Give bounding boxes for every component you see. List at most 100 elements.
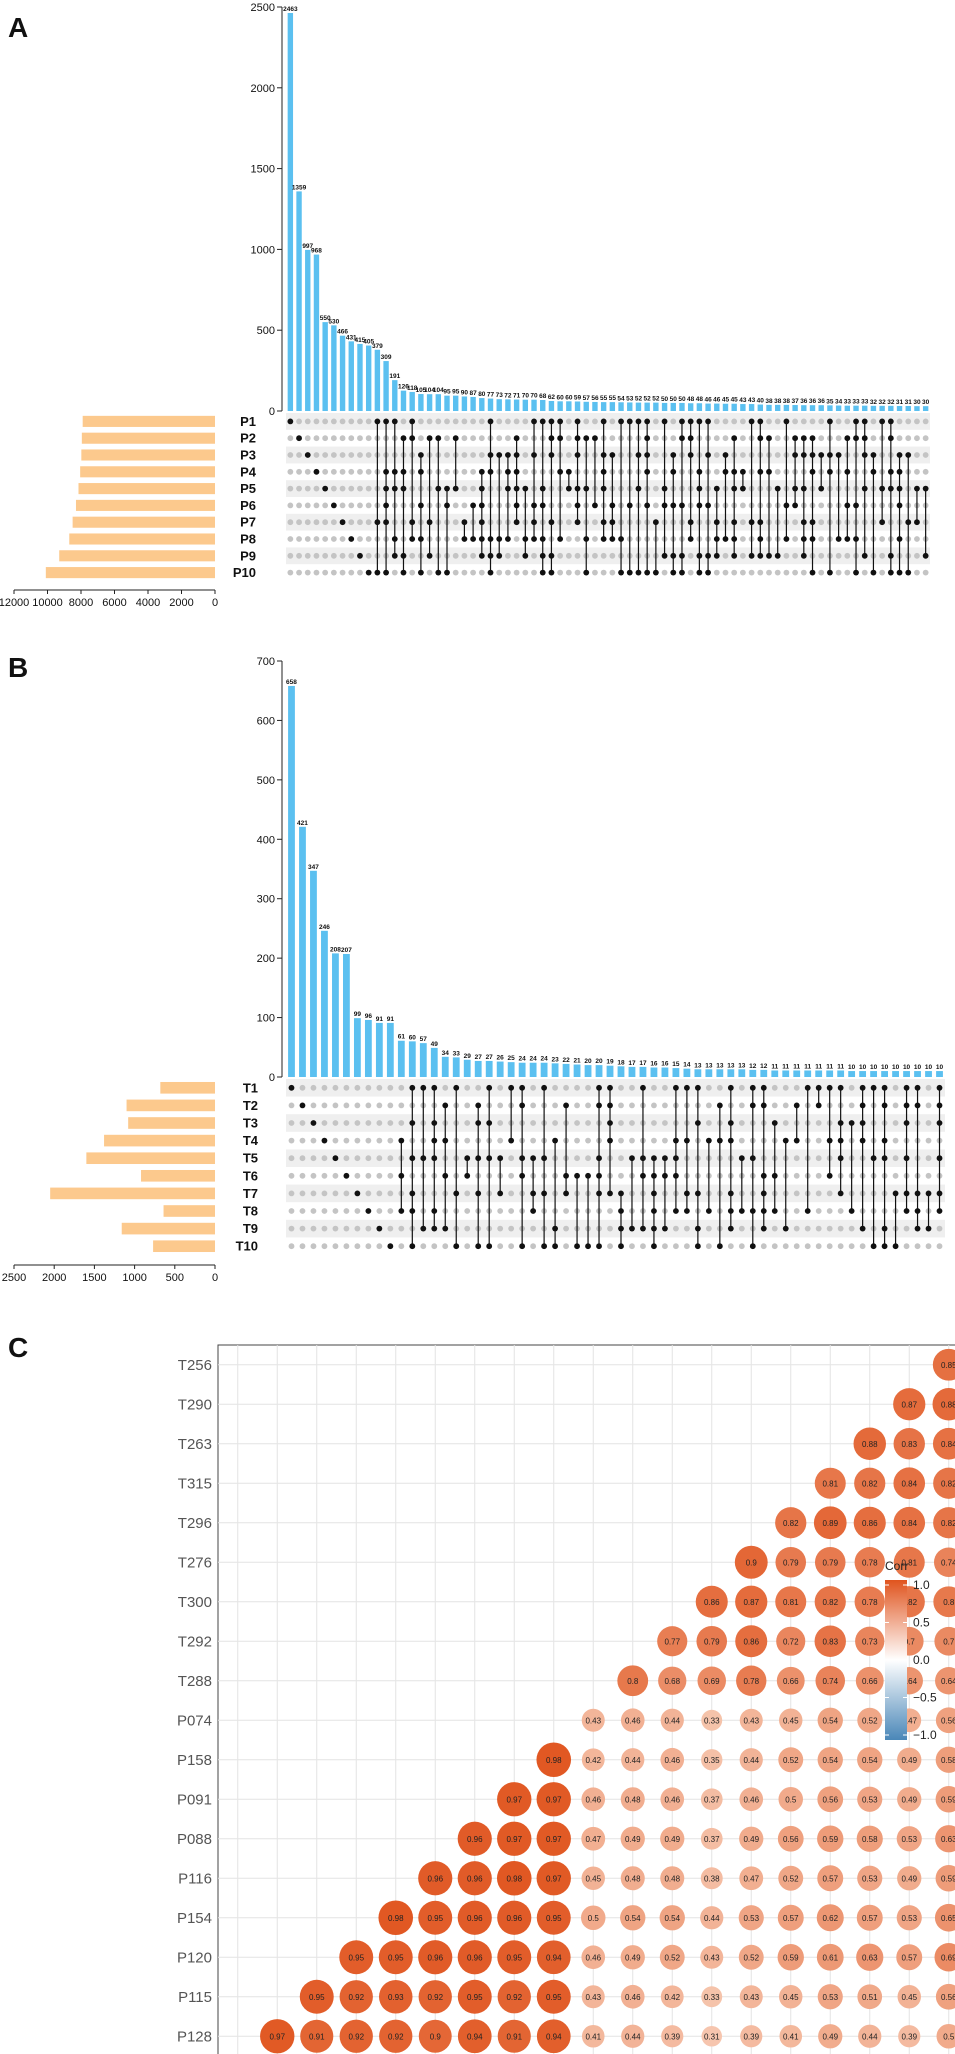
corr-circle	[497, 2019, 531, 2053]
matrix-dot-inactive	[914, 418, 920, 425]
matrix-dot-inactive	[905, 418, 912, 425]
matrix-dot-inactive	[478, 569, 485, 576]
corr-circle	[378, 1979, 413, 2014]
set-label: T9	[243, 1221, 258, 1236]
matrix-dot-inactive	[792, 569, 799, 576]
corr-value: 0.44	[664, 1716, 680, 1725]
corr-value: 0.79	[822, 1558, 838, 1567]
matrix-dot-inactive	[365, 418, 372, 425]
matrix-dot-inactive	[651, 1120, 657, 1126]
matrix-dot-inactive	[343, 1190, 350, 1197]
intersection-bar-value: 658	[286, 679, 297, 686]
corr-circle	[700, 1906, 724, 1930]
legend-tick-label: −0.5	[913, 1691, 937, 1705]
matrix-dot-inactive	[354, 1225, 361, 1232]
matrix-dot-inactive	[321, 1243, 328, 1250]
matrix-dot-inactive	[922, 569, 929, 576]
corr-circle	[818, 2024, 843, 2049]
corr-value: 0.72	[783, 1637, 799, 1646]
matrix-dot-inactive	[376, 1102, 383, 1109]
matrix-dot-inactive	[313, 569, 320, 576]
matrix-dot-inactive	[461, 418, 468, 425]
intersection-bar	[595, 1065, 603, 1077]
matrix-dot-inactive	[826, 1190, 833, 1197]
matrix-dot-active	[296, 435, 302, 442]
intersection-bar	[757, 404, 763, 411]
intersection-bar	[479, 398, 485, 411]
matrix-dot-inactive	[330, 485, 337, 492]
intersection-bar-value: 10	[870, 1064, 878, 1071]
matrix-dot-inactive	[563, 1208, 569, 1214]
corr-circle	[856, 1943, 884, 1971]
corr-value: 0.95	[388, 1953, 404, 1962]
matrix-dot-inactive	[365, 1084, 372, 1091]
matrix-dot-inactive	[287, 569, 294, 576]
matrix-dot-inactive	[818, 435, 825, 442]
matrix-dot-inactive	[310, 1190, 317, 1197]
matrix-dot-active	[339, 519, 346, 526]
intersection-bar-value: 19	[606, 1059, 614, 1066]
corr-value: 0.45	[783, 1716, 799, 1725]
set-label: P5	[240, 481, 256, 496]
matrix-dot-inactive	[731, 418, 738, 425]
corr-value: 0.43	[585, 1993, 601, 2002]
corr-circle	[893, 1506, 926, 1539]
intersection-bar	[444, 395, 450, 411]
corr-value: 0.82	[822, 1598, 838, 1607]
matrix-dot-inactive	[357, 468, 363, 475]
corr-circle	[736, 1665, 767, 1696]
corr-row-label: P091	[177, 1791, 212, 1808]
corr-circle	[897, 1787, 922, 1812]
matrix-dot-inactive	[574, 536, 581, 542]
intersection-bar	[321, 930, 328, 1077]
intersection-bar	[922, 406, 929, 411]
matrix-dot-inactive	[563, 1084, 569, 1091]
matrix-dot-inactive	[592, 536, 598, 542]
intersection-bar-value: 32	[870, 399, 878, 406]
intersection-bar-value: 36	[818, 398, 826, 405]
corr-value: 0.43	[585, 1716, 601, 1725]
matrix-dot-inactive	[782, 1243, 789, 1250]
set-axis-tick-label: 1500	[82, 1272, 106, 1284]
corr-value: 0.89	[822, 1519, 838, 1528]
matrix-dot-inactive	[713, 569, 720, 576]
corr-value: 0.42	[664, 1993, 680, 2002]
matrix-dot-inactive	[565, 452, 572, 458]
matrix-dot-inactive	[662, 1102, 668, 1109]
intersection-bar-value: 11	[771, 1063, 778, 1070]
matrix-dot-inactive	[357, 569, 363, 576]
intersection-bar	[771, 1070, 779, 1077]
intersection-bar-value: 52	[635, 396, 643, 403]
corr-circle	[934, 1943, 955, 1972]
corr-value: 0.48	[664, 1874, 680, 1883]
intersection-bar-value: 12	[760, 1063, 768, 1070]
matrix-dot-inactive	[925, 1084, 932, 1091]
corr-value: 0.46	[664, 1795, 680, 1804]
intersection-bar-value: 968	[311, 248, 322, 255]
intersection-bar	[722, 403, 729, 411]
intersection-bar	[844, 405, 851, 411]
set-size-bar	[163, 1205, 215, 1217]
corr-circle	[620, 1905, 646, 1931]
intersection-bar-value: 70	[530, 393, 538, 400]
corr-value: 0.54	[664, 1914, 680, 1923]
corr-value: 0.46	[625, 1993, 641, 2002]
y-tick-label: 100	[257, 1013, 275, 1025]
matrix-dot-inactive	[348, 569, 355, 576]
matrix-dot-inactive	[343, 1102, 350, 1109]
corr-value: 0.97	[546, 1874, 562, 1883]
matrix-dot-inactive	[304, 468, 311, 475]
matrix-dot-inactive	[766, 418, 772, 425]
intersection-bar	[827, 405, 833, 411]
intersection-bar	[305, 249, 311, 411]
corr-value: 0.46	[743, 1795, 759, 1804]
intersection-bar-value: 26	[497, 1055, 505, 1062]
corr-value: 0.95	[348, 1953, 364, 1962]
matrix-dot-inactive	[574, 552, 581, 559]
intersection-bar	[296, 191, 302, 411]
corr-value: 0.83	[901, 1440, 917, 1449]
corr-value: 0.49	[822, 2032, 838, 2041]
corr-value: 0.79	[783, 1558, 799, 1567]
corr-circle	[814, 1586, 846, 1618]
corr-value: 0.39	[901, 2032, 917, 2041]
